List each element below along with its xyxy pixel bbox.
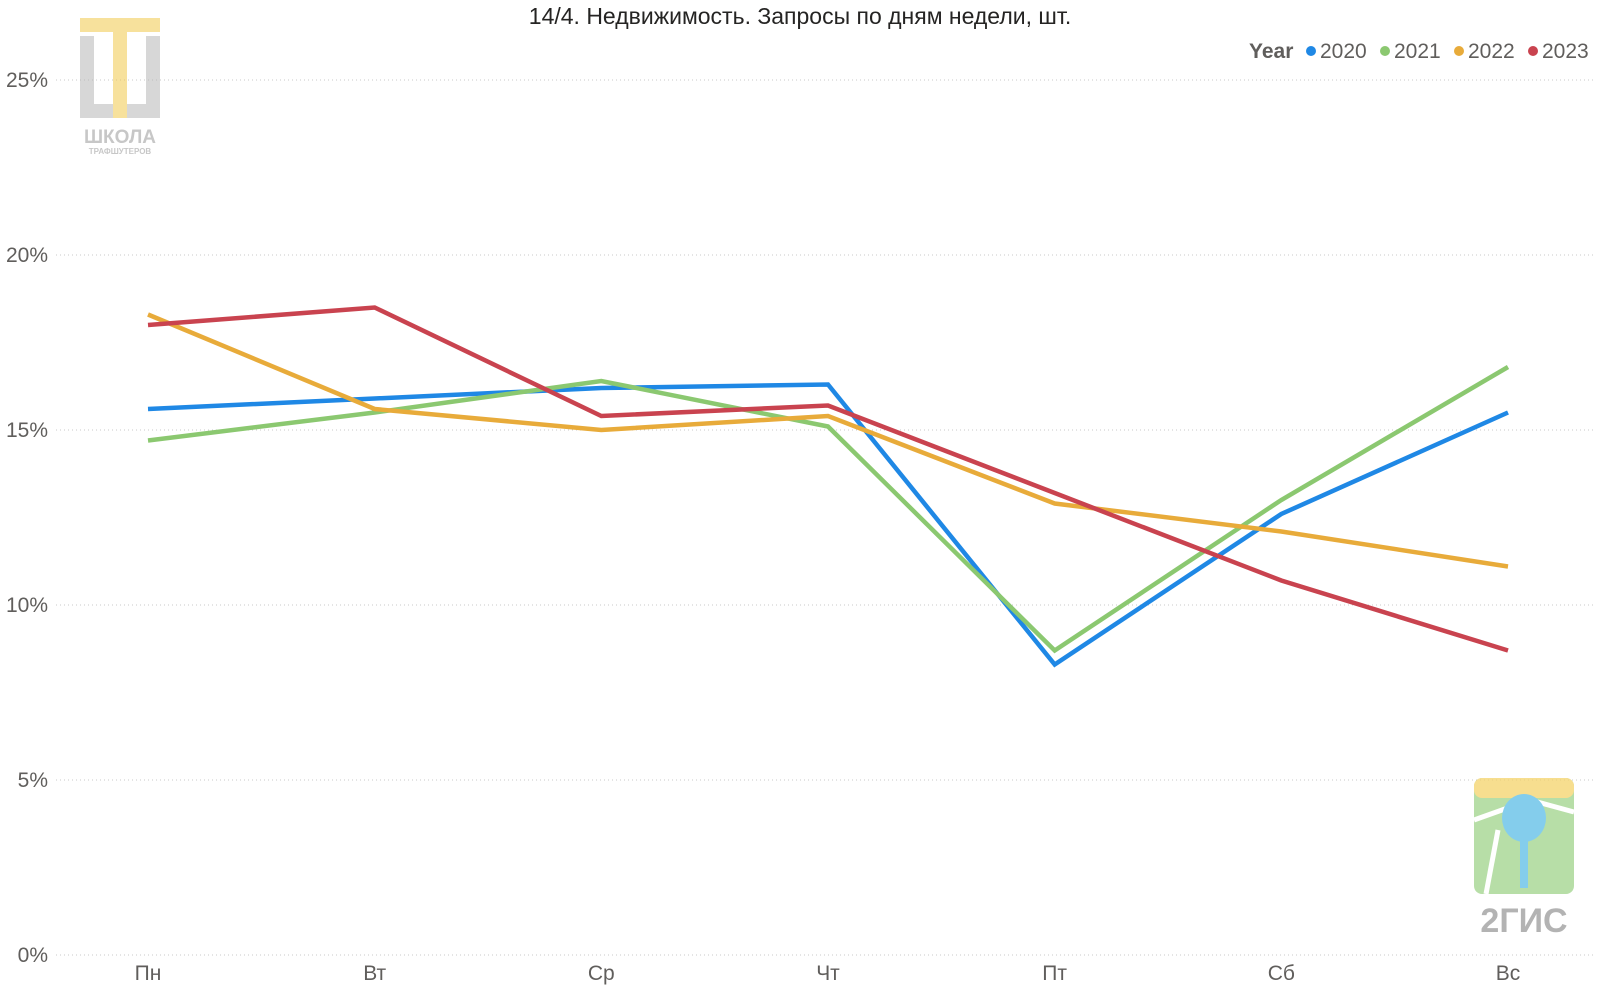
school-logo-subtitle: ТРАФШУТЕРОВ <box>89 147 152 156</box>
x-axis: Пн Вт Ср Чт Пт Сб Вс <box>135 962 1521 985</box>
school-logo-name: ШКОЛА <box>84 127 156 148</box>
legend-marker-2020 <box>1306 46 1316 56</box>
grid <box>56 79 1596 956</box>
series-line-2020[interactable] <box>147 382 1509 668</box>
x-tick-label: Пн <box>135 962 162 985</box>
legend: Year 2020 2021 2022 2023 <box>1249 40 1589 63</box>
x-tick-label: Ср <box>588 962 615 985</box>
y-tick-label: 0% <box>18 944 48 967</box>
x-tick-label: Вс <box>1496 962 1521 985</box>
series <box>147 305 1510 668</box>
x-tick-label: Сб <box>1268 962 1295 985</box>
y-axis: 0% 5% 10% 15% 20% 25% <box>6 69 48 967</box>
legend-label-2020: 2020 <box>1320 40 1367 63</box>
legend-item-2023[interactable]: 2023 <box>1528 40 1589 63</box>
tree-logo-icon <box>1473 778 1575 895</box>
school-logo-icon <box>80 18 160 118</box>
legend-item-2021[interactable]: 2021 <box>1380 40 1441 63</box>
legend-marker-2022 <box>1454 46 1464 56</box>
series-line-2022[interactable] <box>147 312 1509 569</box>
legend-label-2021: 2021 <box>1394 40 1441 63</box>
y-tick-label: 15% <box>6 419 48 442</box>
series-line-2023[interactable] <box>147 305 1509 653</box>
legend-label-2022: 2022 <box>1468 40 1515 63</box>
y-tick-label: 10% <box>6 594 48 617</box>
legend-item-2020[interactable]: 2020 <box>1306 40 1367 63</box>
school-logo: ШКОЛА ТРАФШУТЕРОВ <box>80 18 160 156</box>
legend-label-2023: 2023 <box>1542 40 1589 63</box>
y-tick-label: 5% <box>18 769 48 792</box>
legend-title: Year <box>1249 40 1293 63</box>
y-tick-label: 25% <box>6 69 48 92</box>
legend-marker-2021 <box>1380 46 1390 56</box>
legend-marker-2023 <box>1528 46 1538 56</box>
x-tick-label: Пт <box>1042 962 1067 985</box>
x-tick-label: Чт <box>816 962 840 985</box>
y-tick-label: 20% <box>6 244 48 267</box>
gis-logo: 2ГИС <box>1473 778 1575 940</box>
legend-item-2022[interactable]: 2022 <box>1454 40 1515 63</box>
series-line-2021[interactable] <box>147 365 1510 654</box>
chart-title: 14/4. Недвижимость. Запросы по дням неде… <box>529 3 1071 29</box>
x-tick-label: Вт <box>363 962 386 985</box>
gis-logo-text: 2ГИС <box>1480 902 1567 940</box>
